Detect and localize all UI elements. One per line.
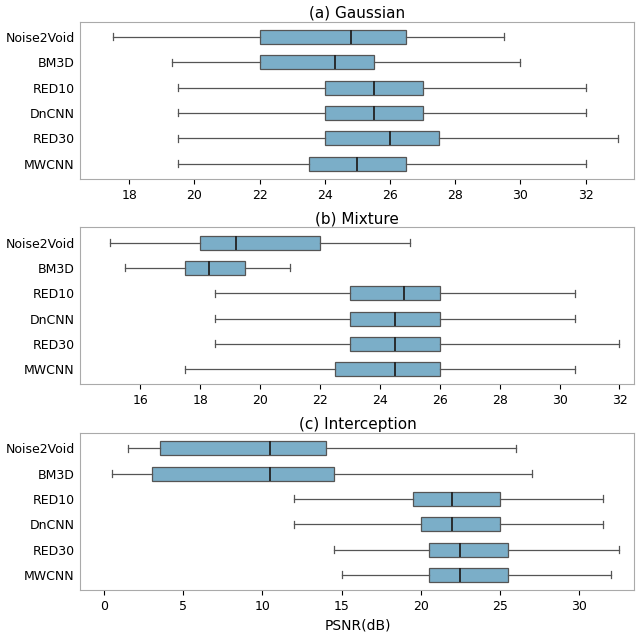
PathPatch shape — [429, 568, 508, 582]
PathPatch shape — [200, 235, 320, 249]
PathPatch shape — [159, 441, 326, 456]
PathPatch shape — [335, 362, 440, 376]
PathPatch shape — [308, 156, 406, 170]
Title: (c) Interception: (c) Interception — [298, 417, 416, 432]
PathPatch shape — [413, 492, 500, 506]
PathPatch shape — [429, 543, 508, 556]
PathPatch shape — [350, 286, 440, 300]
PathPatch shape — [260, 56, 374, 70]
PathPatch shape — [350, 337, 440, 351]
PathPatch shape — [152, 466, 333, 480]
PathPatch shape — [260, 30, 406, 44]
PathPatch shape — [185, 261, 245, 275]
Title: (a) Gaussian: (a) Gaussian — [309, 6, 406, 20]
PathPatch shape — [325, 80, 422, 94]
PathPatch shape — [325, 106, 422, 120]
PathPatch shape — [325, 131, 439, 145]
X-axis label: PSNR(dB): PSNR(dB) — [324, 618, 390, 632]
Title: (b) Mixture: (b) Mixture — [316, 211, 399, 226]
PathPatch shape — [420, 517, 500, 531]
PathPatch shape — [350, 311, 440, 325]
